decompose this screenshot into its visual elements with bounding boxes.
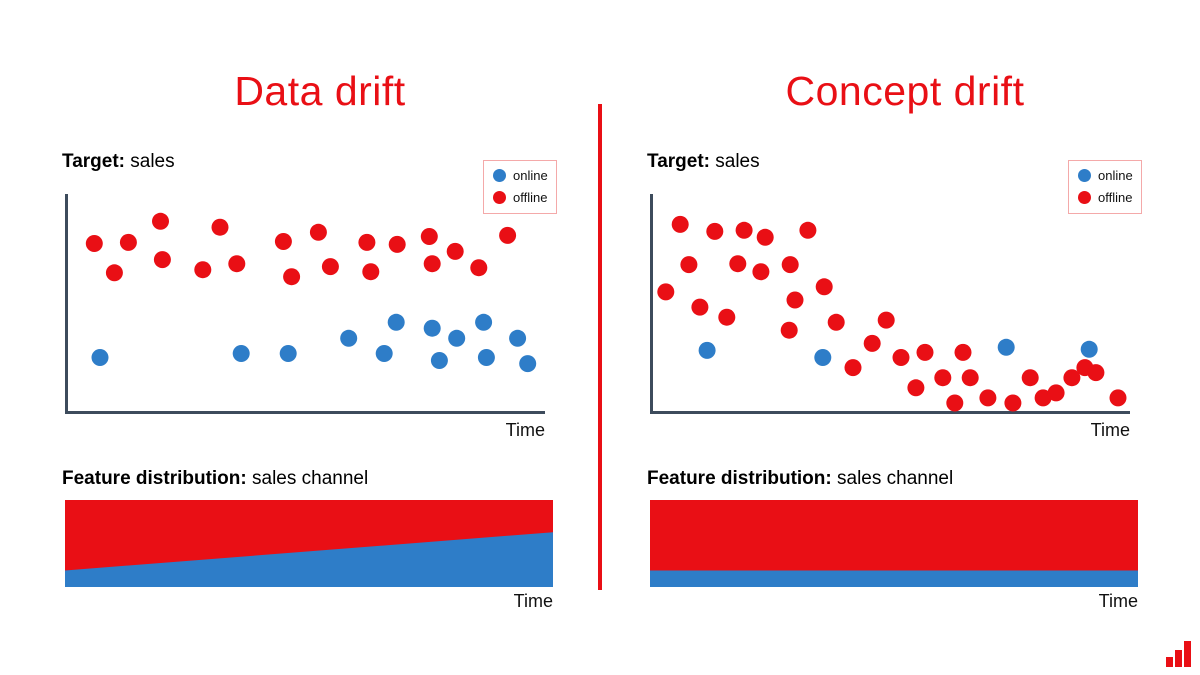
time-axis-label: Time [1098, 591, 1138, 611]
feature-label-prefix: Feature distribution: [647, 468, 832, 489]
data-drift-scatter-plot [65, 194, 545, 414]
feature-label-value: sales channel [837, 468, 954, 489]
offline-dot-icon [493, 191, 506, 204]
logo-bar [1175, 650, 1182, 667]
feature-distribution-label: Feature distribution: sales channel [62, 468, 368, 490]
target-label-value: sales [130, 151, 175, 172]
time-axis-label: Time [513, 591, 553, 611]
target-label: Target: sales [62, 151, 175, 173]
legend-row-offline: offline [493, 190, 547, 205]
panel-divider-line [598, 104, 602, 590]
legend-row-offline: offline [1078, 190, 1132, 205]
panel-data-drift: Data drift Target: sales online offline … [40, 0, 600, 675]
logo-bar [1184, 641, 1191, 667]
target-label-prefix: Target: [647, 151, 710, 172]
logo-bar [1166, 657, 1173, 667]
online-dot-icon [493, 169, 506, 182]
bar-chart-logo-icon [1166, 641, 1194, 667]
feature-label-value: sales channel [252, 468, 369, 489]
concept-drift-area-chart [650, 500, 1138, 587]
legend-online-label: online [513, 168, 548, 183]
offline-dot-icon [1078, 191, 1091, 204]
target-label-value: sales [715, 151, 760, 172]
feature-label-prefix: Feature distribution: [62, 468, 247, 489]
online-dot-icon [1078, 169, 1091, 182]
time-axis-label: Time [505, 420, 545, 440]
time-axis-label: Time [1090, 420, 1130, 440]
target-label: Target: sales [647, 151, 760, 173]
legend-row-online: online [1078, 168, 1133, 183]
concept-drift-scatter-plot [650, 194, 1130, 414]
legend-concept-drift: online offline [1068, 160, 1142, 214]
panel-concept-drift: Concept drift Target: sales online offli… [625, 0, 1185, 675]
legend-offline-label: offline [513, 190, 548, 205]
concept-drift-title: Concept drift [785, 68, 1025, 114]
target-label-prefix: Target: [62, 151, 125, 172]
legend-row-online: online [493, 168, 548, 183]
data-drift-area-chart [65, 500, 553, 587]
legend-data-drift: online offline [483, 160, 557, 214]
legend-offline-label: offline [1098, 190, 1133, 205]
data-drift-title: Data drift [234, 68, 406, 114]
feature-distribution-label: Feature distribution: sales channel [647, 468, 953, 490]
legend-online-label: online [1098, 168, 1133, 183]
